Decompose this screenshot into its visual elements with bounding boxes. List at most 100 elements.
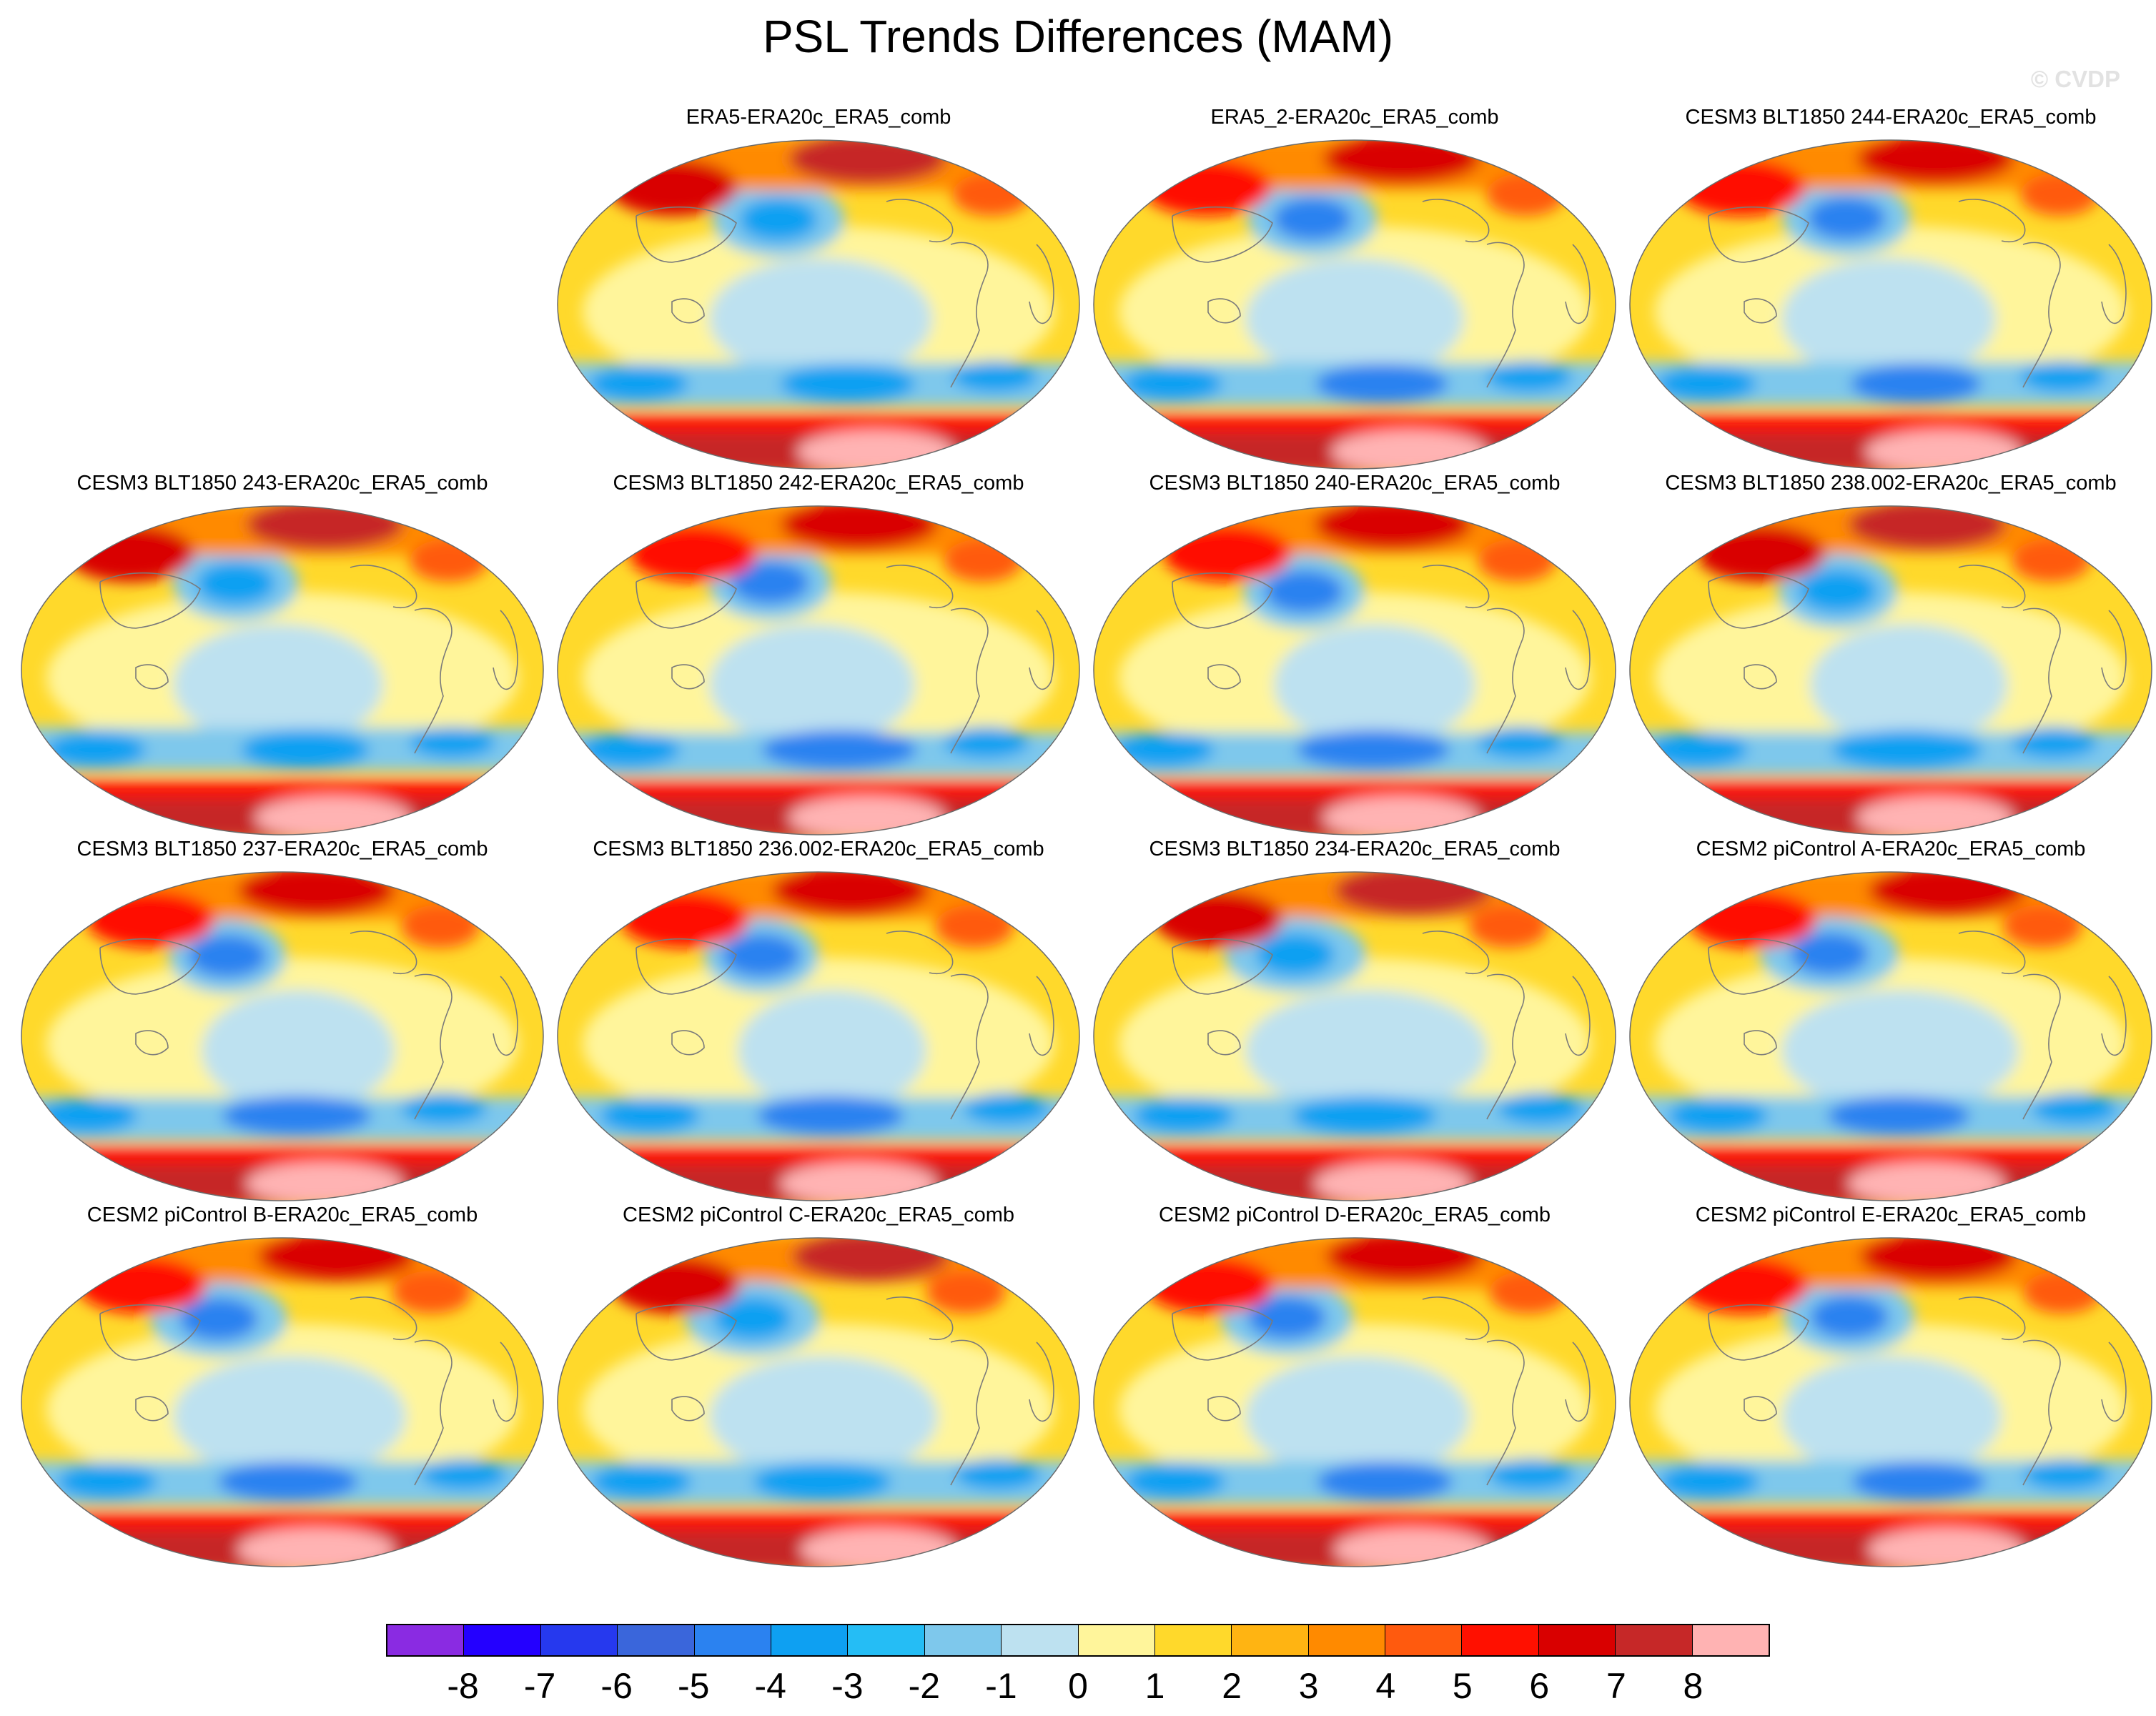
africa-outline xyxy=(1029,610,1054,690)
colorbar-swatch xyxy=(1692,1625,1769,1655)
north-america-outline xyxy=(886,199,954,242)
map-panel: CESM3 BLT1850 240-ERA20c_ERA5_comb xyxy=(1087,472,1623,838)
americas-outline xyxy=(950,242,989,388)
eurasia-outline xyxy=(636,938,737,995)
field-so-low-3 xyxy=(1486,361,1572,392)
field-so-low-2 xyxy=(1317,1462,1453,1502)
africa-outline xyxy=(2101,610,2127,690)
panel-title: CESM2 piControl D-ERA20c_ERA5_comb xyxy=(1159,1204,1551,1226)
map-svg xyxy=(557,1237,1080,1567)
north-america-outline xyxy=(1958,565,2026,608)
australia-outline xyxy=(1744,1030,1777,1056)
field-so-low-1 xyxy=(1648,732,1748,768)
field-so-low-2 xyxy=(1851,1462,1986,1502)
americas-outline xyxy=(2022,973,2061,1120)
field-pacific xyxy=(173,624,383,745)
north-america-outline xyxy=(1422,199,1490,242)
colorbar-label: 0 xyxy=(1068,1666,1088,1706)
eurasia-outline xyxy=(636,1304,737,1361)
colorbar-swatch xyxy=(848,1625,925,1655)
map-panel: CESM3 BLT1850 238.002-ERA20c_ERA5_comb xyxy=(1623,472,2156,838)
map-panel: CESM2 piControl D-ERA20c_ERA5_comb xyxy=(1087,1204,1623,1569)
field-np-low-core xyxy=(197,562,275,605)
field-np-low-core xyxy=(1265,570,1343,613)
australia-outline xyxy=(671,298,705,324)
field-antarctic-high xyxy=(1322,796,1480,835)
field-np-low-core xyxy=(731,561,809,605)
field-atlantic-high xyxy=(952,173,1031,216)
africa-outline xyxy=(1565,610,1591,690)
map-svg xyxy=(21,505,544,835)
americas-outline xyxy=(950,607,989,754)
field-atlantic-high xyxy=(401,905,480,948)
australia-outline xyxy=(1744,1396,1777,1422)
map-svg xyxy=(1093,139,1616,470)
field-np-low-core xyxy=(179,1297,258,1341)
field-so-low-3 xyxy=(955,1459,1041,1490)
field-np-low-core xyxy=(713,1296,792,1340)
field-antarctic-high xyxy=(780,1162,937,1201)
field-so-low-1 xyxy=(600,1098,700,1134)
field-atlantic-high xyxy=(1486,173,1565,216)
field-atlantic-high xyxy=(2003,905,2082,948)
field-antarctic-high xyxy=(1848,1162,2005,1201)
field-so-low-3 xyxy=(2032,1093,2117,1124)
australia-outline xyxy=(1207,1030,1241,1056)
colorbar-swatch xyxy=(1616,1625,1693,1655)
field-so-low-3 xyxy=(2020,361,2106,392)
north-america-outline xyxy=(1958,1296,2026,1340)
australia-outline xyxy=(135,1030,169,1056)
field-pacific xyxy=(1781,258,1996,380)
field-atlantic-high xyxy=(392,1271,471,1314)
map-panel: CESM3 BLT1850 242-ERA20c_ERA5_comb xyxy=(550,472,1087,838)
map-panel: CESM3 BLT1850 244-ERA20c_ERA5_comb xyxy=(1623,106,2156,472)
colorbar xyxy=(386,1624,1770,1657)
field-so-low-2 xyxy=(1831,730,1983,770)
colorbar-swatch xyxy=(1078,1625,1155,1655)
field-pacific xyxy=(173,1356,406,1477)
field-so-low-2 xyxy=(780,364,916,404)
north-america-outline xyxy=(886,931,954,974)
north-america-outline xyxy=(350,931,417,974)
field-so-low-3 xyxy=(952,361,1038,392)
field-so-low-2 xyxy=(1297,730,1450,770)
north-america-outline xyxy=(1422,565,1490,608)
africa-outline xyxy=(493,1341,518,1422)
eurasia-outline xyxy=(1172,938,1273,995)
map-border xyxy=(557,505,1080,835)
field-so-low-3 xyxy=(944,727,1029,758)
colorbar-swatch xyxy=(771,1625,849,1655)
field-pacific xyxy=(1245,258,1464,380)
field-np-low-core xyxy=(1790,932,1869,976)
map-border xyxy=(1629,505,2152,835)
field-so-low-2 xyxy=(1315,364,1448,404)
americas-outline xyxy=(1486,607,1525,754)
map-border xyxy=(1629,139,2152,470)
eurasia-outline xyxy=(1708,572,1809,629)
americas-outline xyxy=(414,973,453,1120)
africa-outline xyxy=(1029,244,1054,324)
eurasia-outline xyxy=(1708,1304,1809,1361)
field-np-low-core xyxy=(1799,569,1877,612)
colorbar-swatch xyxy=(1385,1625,1463,1655)
field-so-low-2 xyxy=(241,730,370,770)
field-atlantic-high xyxy=(935,905,1014,948)
field-so-low-2 xyxy=(761,730,917,770)
colorbar-swatch xyxy=(694,1625,771,1655)
field-pacific xyxy=(709,624,915,745)
map-panel: CESM2 piControl B-ERA20c_ERA5_comb xyxy=(14,1204,550,1569)
colorbar-label: -1 xyxy=(985,1666,1017,1706)
australia-outline xyxy=(671,664,705,690)
field-antarctic-high xyxy=(1314,1162,1471,1201)
australia-outline xyxy=(1744,664,1777,690)
field-so-low-1 xyxy=(57,1464,157,1499)
field-so-low-2 xyxy=(1850,364,1982,404)
eurasia-outline xyxy=(636,572,737,629)
map-panel: CESM2 piControl C-ERA20c_ERA5_comb xyxy=(550,1204,1087,1569)
africa-outline xyxy=(1029,976,1054,1056)
map-panel: ERA5-ERA20c_ERA5_comb xyxy=(550,106,1087,472)
map-svg xyxy=(557,871,1080,1201)
figure-title: PSL Trends Differences (MAM) xyxy=(762,11,1394,62)
panel-title: ERA5-ERA20c_ERA5_comb xyxy=(686,106,951,129)
colorbar-swatch xyxy=(1538,1625,1616,1655)
